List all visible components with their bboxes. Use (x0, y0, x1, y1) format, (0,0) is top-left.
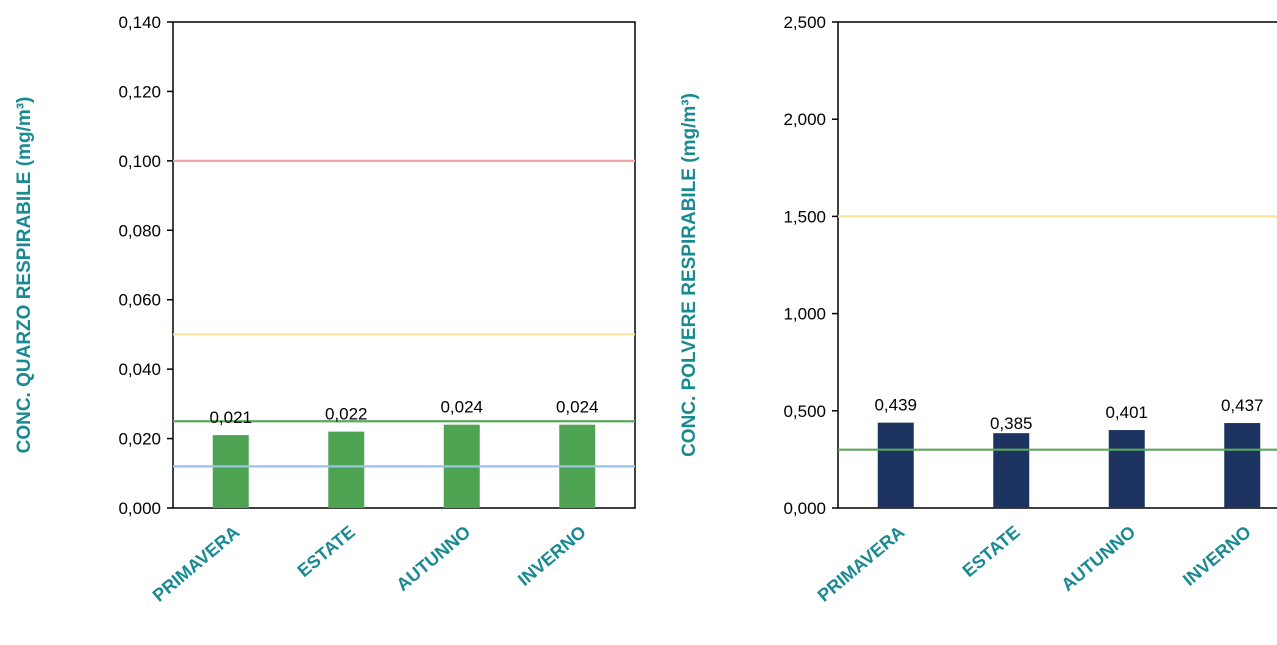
y-tick-label: 0,000 (118, 499, 161, 518)
data-label: 0,401 (1105, 403, 1148, 422)
y-tick-label: 1,000 (783, 305, 826, 324)
y-tick-label: 1,500 (783, 207, 826, 226)
y-tick-label: 0,040 (118, 360, 161, 379)
x-tick-label: ESTATE (294, 522, 359, 581)
y-tick-label: 2,500 (783, 13, 826, 32)
y-tick-label: 0,000 (783, 499, 826, 518)
data-label: 0,024 (440, 398, 483, 417)
bar (877, 422, 914, 508)
x-tick-label: INVERNO (1179, 522, 1255, 590)
chart-1: 0,000 0,020 0,040 0,060 0,080 0,100 0,120 0,140… (14, 13, 636, 606)
bar (212, 435, 249, 508)
x-tick-label: AUTUNNO (393, 522, 475, 595)
y-tick-label: 0,500 (783, 402, 826, 421)
x-tick-label: ESTATE (959, 522, 1024, 581)
x-tick-label: AUTUNNO (1058, 522, 1140, 595)
y-axis-label: CONC. POLVERE RESPIRABILE (mg/m³) (679, 93, 700, 457)
data-label: 0,021 (209, 408, 252, 427)
y-tick-label: 0,060 (118, 291, 161, 310)
bar (993, 433, 1030, 508)
data-label: 0,437 (1221, 396, 1264, 415)
bar (1224, 423, 1261, 508)
bar (328, 431, 365, 508)
data-label: 0,024 (556, 398, 599, 417)
y-tick-label: 0,120 (118, 82, 161, 101)
data-label: 0,439 (874, 396, 917, 415)
data-label: 0,385 (990, 414, 1033, 433)
y-tick-label: 0,020 (118, 430, 161, 449)
plot-area (837, 21, 1277, 509)
x-tick-label: INVERNO (514, 522, 590, 590)
bar (1108, 430, 1145, 508)
y-axis-label: CONC. QUARZO RESPIRABILE (mg/m³) (14, 97, 35, 454)
y-tick-label: 2,000 (783, 110, 826, 129)
x-tick-label: PRIMAVERA (814, 522, 909, 606)
y-tick-label: 0,080 (118, 221, 161, 240)
data-label: 0,022 (325, 405, 368, 424)
plot-area (172, 21, 636, 509)
chart-2: 0,000 0,500 1,000 1,500 2,000 2,500 0,439 0,385… (679, 13, 1277, 606)
y-tick-label: 0,140 (118, 13, 161, 32)
y-tick-label: 0,100 (118, 152, 161, 171)
x-tick-label: PRIMAVERA (149, 522, 244, 606)
